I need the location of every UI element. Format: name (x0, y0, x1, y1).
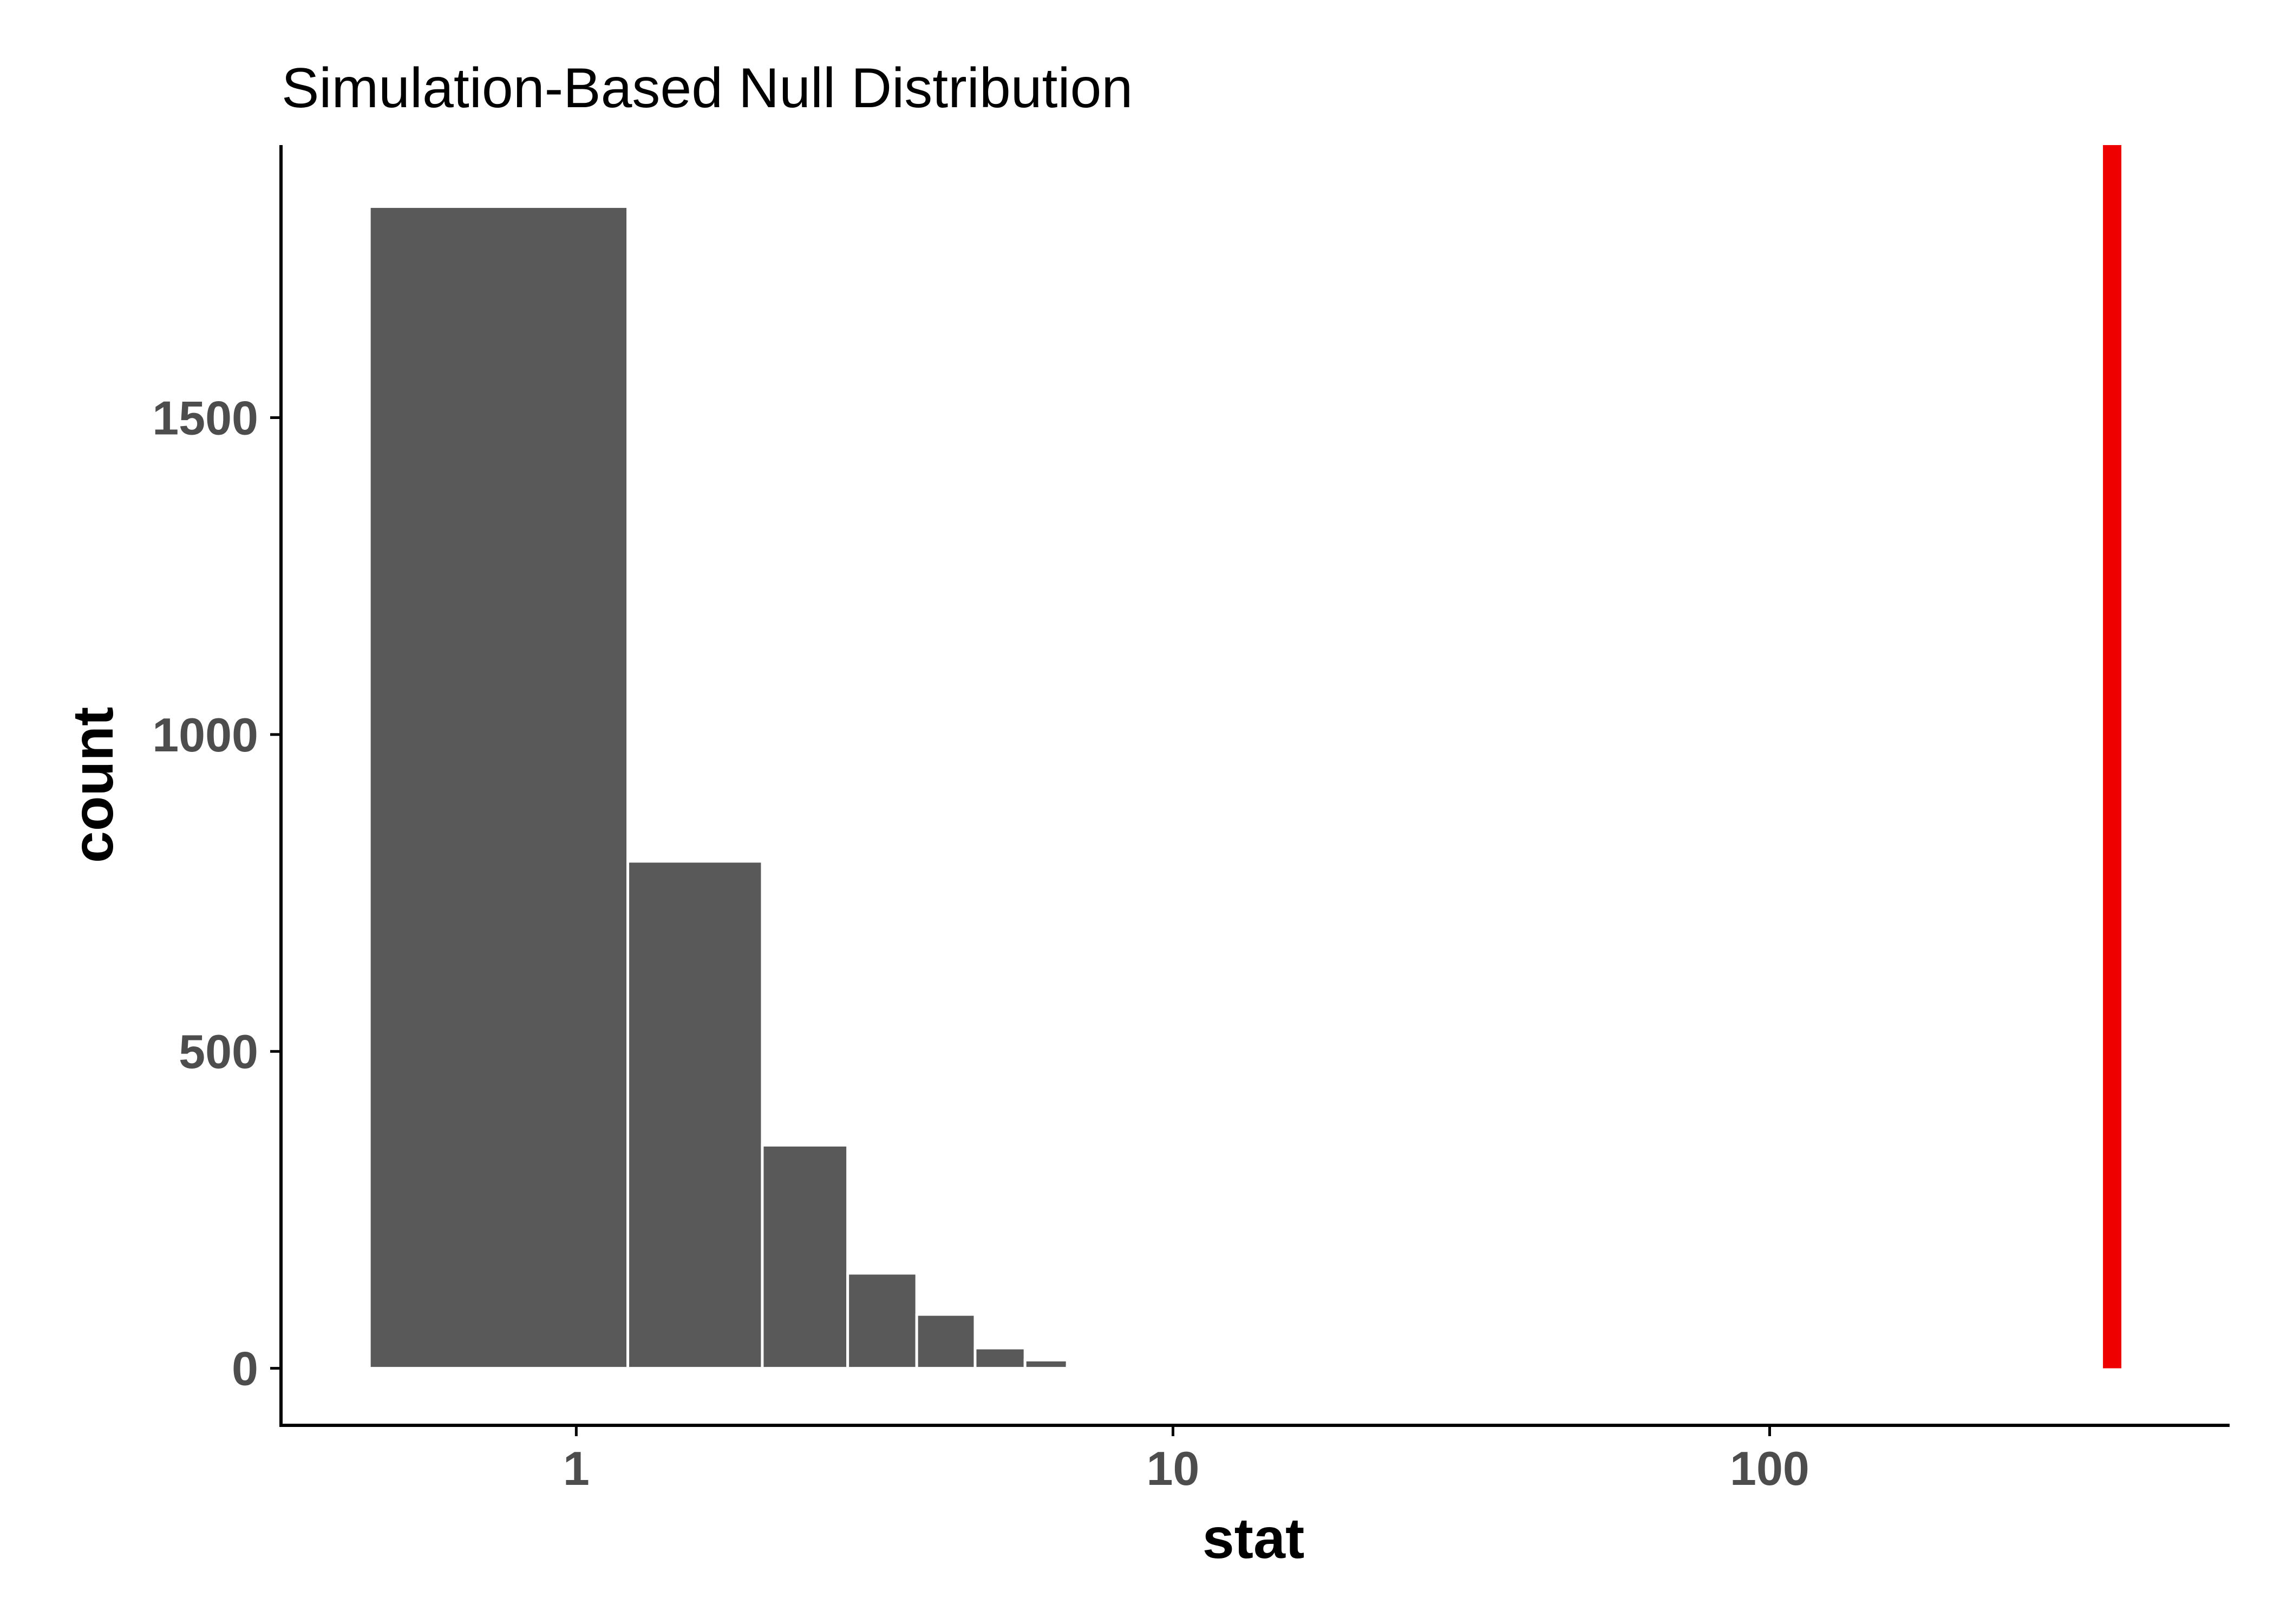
histogram-bar (626, 860, 764, 1370)
x-tick-label: 100 (1730, 1442, 1809, 1495)
histogram-bar (1023, 1358, 1069, 1370)
y-tick-label: 500 (179, 1025, 258, 1078)
histogram-bar (915, 1313, 977, 1370)
histogram-bar (761, 1144, 850, 1370)
histogram-bar (973, 1346, 1027, 1370)
histogram-bar (846, 1272, 918, 1370)
x-axis-ticks: 1 10 100 (563, 1425, 1809, 1495)
chart-title: Simulation-Based Null Distribution (282, 57, 1133, 120)
histogram-bar (368, 205, 630, 1370)
histogram-bar (1066, 1365, 1107, 1370)
y-tick-label: 1000 (152, 708, 258, 762)
histogram-bars (368, 205, 1107, 1370)
y-axis-ticks: 0 500 1000 1500 (152, 391, 281, 1396)
y-tick-label: 1500 (152, 391, 258, 444)
y-axis-title: count (61, 707, 125, 863)
x-axis-title: stat (1203, 1507, 1305, 1570)
y-tick-label: 0 (232, 1342, 258, 1396)
x-tick-label: 1 (563, 1442, 590, 1495)
x-tick-label: 10 (1146, 1442, 1199, 1495)
